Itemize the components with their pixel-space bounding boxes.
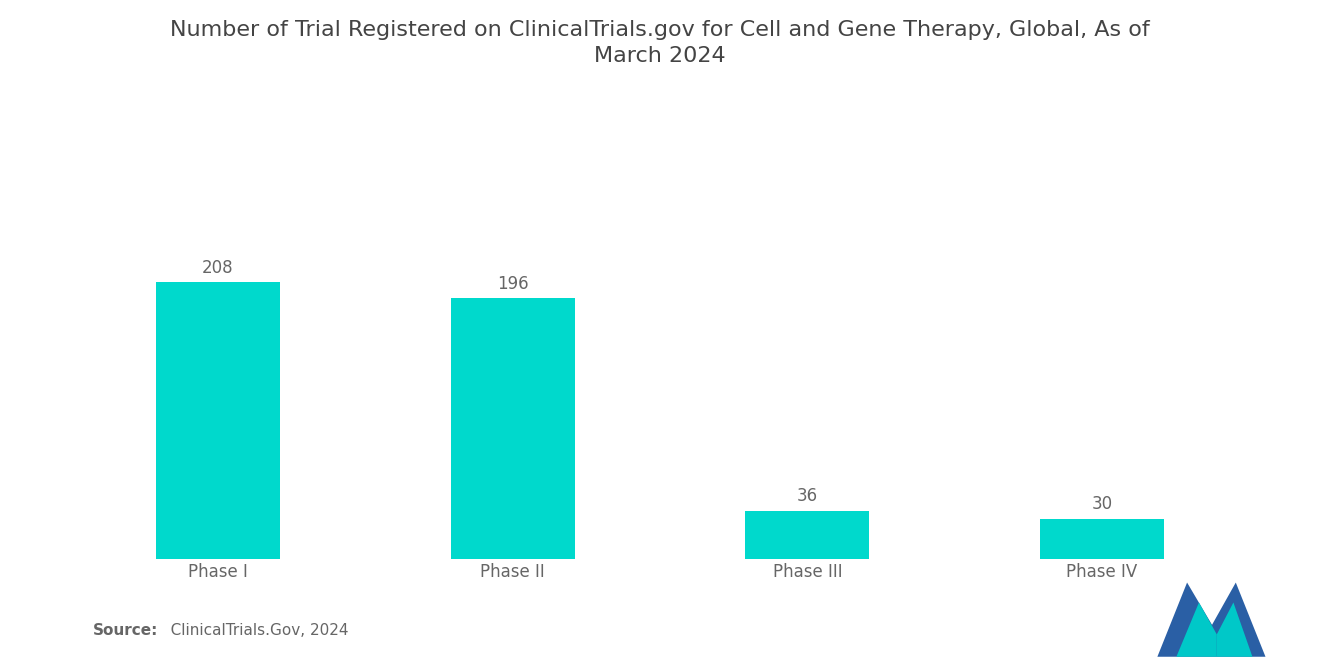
Polygon shape [1176,602,1217,657]
Text: ClinicalTrials.Gov, 2024: ClinicalTrials.Gov, 2024 [156,623,348,638]
Text: Number of Trial Registered on ClinicalTrials.gov for Cell and Gene Therapy, Glob: Number of Trial Registered on ClinicalTr… [170,20,1150,66]
Text: 196: 196 [496,275,528,293]
Bar [1040,519,1164,559]
Text: Source:: Source: [92,623,158,638]
Text: 30: 30 [1092,495,1113,513]
Text: 208: 208 [202,259,234,277]
Bar [156,282,280,559]
Bar [450,298,574,559]
Polygon shape [1217,602,1253,657]
Polygon shape [1158,583,1212,657]
Polygon shape [1212,583,1266,657]
Text: 36: 36 [797,487,818,505]
Bar [746,511,870,559]
